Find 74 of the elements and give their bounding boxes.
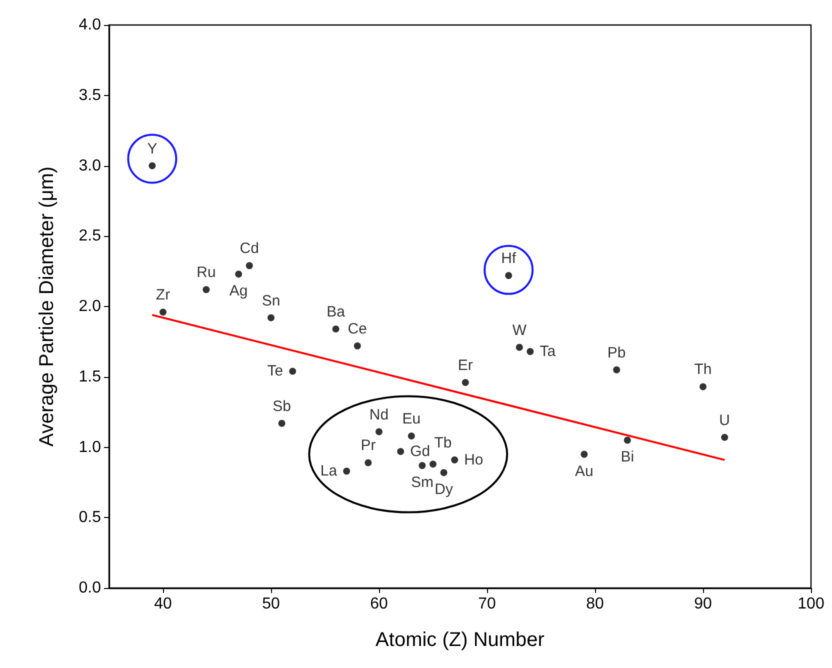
point (202, 286, 210, 294)
data-label: Y (147, 140, 158, 158)
y-tick-label: 1.5 (78, 368, 102, 386)
y-tick-label: 0.5 (78, 509, 102, 526)
data-label: Ho (464, 451, 484, 468)
point (505, 272, 512, 280)
point (364, 459, 372, 466)
data-label: Sn (262, 292, 280, 310)
x-tick-label: 40 (154, 596, 172, 612)
point (418, 462, 426, 470)
x-tick-label: 80 (586, 596, 604, 612)
point (440, 469, 448, 476)
x-axis-title: Atomic (Z) Number (376, 629, 545, 651)
point (354, 342, 361, 350)
data-label: Bi (620, 448, 634, 466)
x-tick-label: 60 (370, 596, 388, 612)
point (289, 368, 296, 375)
data-label: Cd (240, 240, 259, 258)
data-label: Er (458, 357, 473, 374)
y-tick-label: 3.0 (78, 157, 102, 174)
data-label: Dy (434, 481, 454, 498)
data-label: Ba (326, 304, 346, 321)
data-label: Au (575, 462, 594, 480)
data-label: Hf (501, 250, 517, 268)
data-label: W (512, 322, 528, 339)
point (721, 434, 728, 441)
data-label: U (719, 412, 730, 429)
x-tick-label: 70 (478, 596, 496, 612)
point (613, 366, 620, 374)
data-label: Te (267, 362, 284, 380)
point (332, 326, 340, 333)
point (451, 456, 458, 464)
data-label: Pb (607, 344, 626, 362)
y-axis-title: Average Particle Diameter (μm) (36, 166, 58, 447)
data-label: Ru (196, 264, 216, 282)
point (148, 162, 156, 170)
data-label: Ag (229, 282, 248, 300)
data-label: Nd (369, 406, 389, 424)
data-label: Eu (402, 410, 421, 428)
point (526, 348, 534, 356)
data-label: Sb (272, 398, 291, 415)
point (516, 344, 523, 351)
point (397, 448, 404, 455)
point (376, 428, 382, 436)
point (246, 262, 253, 270)
y-tick-label: 0.0 (78, 580, 102, 596)
point (580, 450, 588, 458)
point (624, 436, 631, 444)
data-label: Th (694, 361, 712, 378)
point (462, 379, 469, 386)
x-tick-label: 90 (694, 596, 712, 612)
point (700, 383, 706, 390)
data-label: Pr (360, 437, 376, 454)
y-tick-label: 2.5 (78, 228, 102, 245)
data-label: Tb (434, 434, 452, 452)
point (235, 270, 242, 278)
y-tick-label: 4.0 (78, 16, 102, 34)
x-tick-label: 100 (798, 596, 824, 612)
point (160, 308, 166, 316)
data-label: Ce (348, 320, 367, 338)
point (268, 314, 274, 322)
data-label: La (320, 462, 338, 480)
point (408, 432, 415, 440)
y-tick-label: 2.0 (78, 298, 102, 315)
data-label: Sm (410, 474, 434, 492)
data-label: Ta (540, 343, 556, 360)
y-tick-label: 3.5 (78, 86, 102, 104)
point (343, 468, 350, 475)
point (278, 420, 286, 427)
y-tick-label: 1.0 (78, 438, 102, 456)
x-tick-label: 50 (262, 596, 280, 612)
point (430, 460, 436, 468)
data-label: Gd (410, 442, 430, 460)
data-label: Zr (156, 286, 170, 304)
